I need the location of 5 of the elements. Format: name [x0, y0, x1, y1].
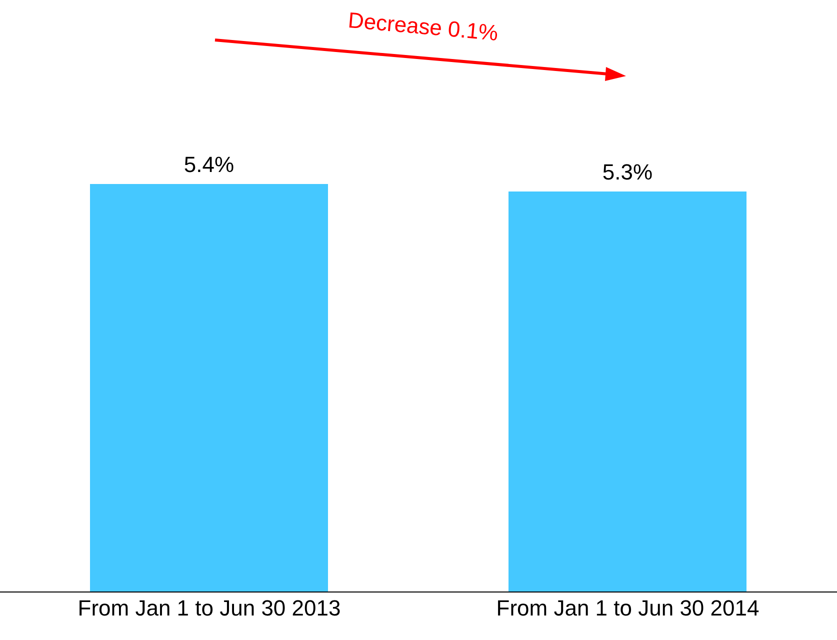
data-label: 5.4%	[184, 152, 234, 177]
data-label: 5.3%	[602, 160, 653, 185]
x-tick-label: From Jan 1 to Jun 30 2014	[496, 596, 760, 621]
x-tick-label: From Jan 1 to Jun 30 2013	[78, 596, 341, 621]
text: Decrease 0.1%	[347, 8, 500, 46]
